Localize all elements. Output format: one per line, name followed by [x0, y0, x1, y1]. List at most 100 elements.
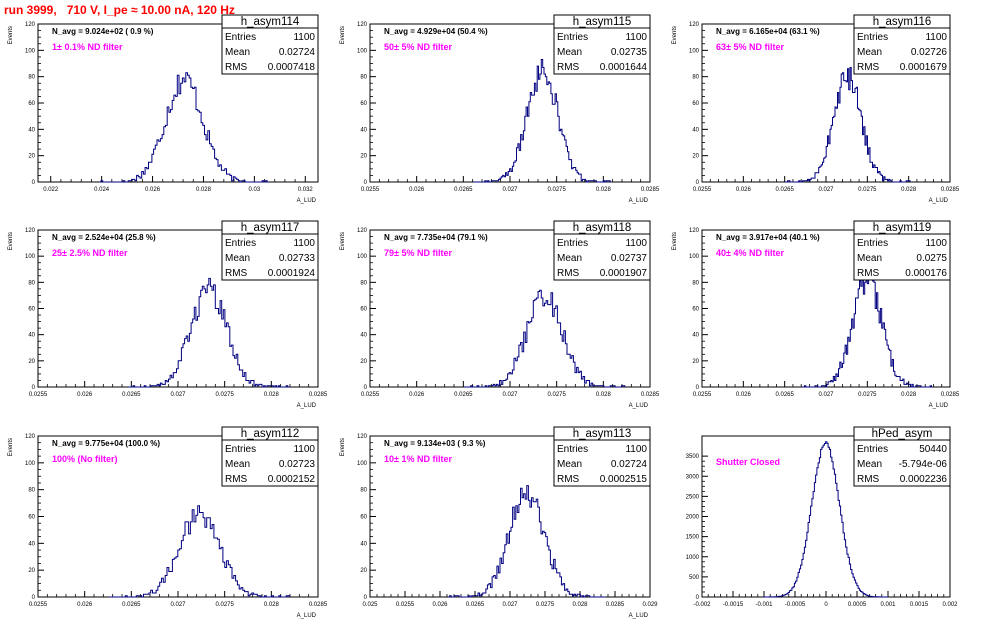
- stat-value-rms: 0.000176: [905, 268, 947, 279]
- x-tick-label: 0.028: [196, 187, 212, 193]
- y-tick-label: 60: [360, 307, 367, 313]
- x-tick-label: 0.0285: [309, 392, 328, 398]
- stats-box: [553, 27, 651, 75]
- histogram-title: h_asym113: [573, 428, 632, 440]
- y-tick-label: 100: [25, 48, 36, 54]
- stat-value-mean: 0.02724: [611, 459, 648, 470]
- stat-label-mean: Mean: [557, 459, 582, 470]
- y-tick-label: 100: [357, 48, 368, 54]
- stat-value-rms: 0.0001644: [600, 62, 648, 73]
- navg-label: N_avg = 9.134e+03 ( 9.3 %): [384, 439, 486, 448]
- y-tick-label: 100: [357, 461, 368, 467]
- histogram-title: h_asym114: [241, 16, 300, 28]
- stat-label-entries: Entries: [225, 32, 256, 43]
- y-tick-label: 0: [696, 595, 700, 601]
- y-tick-label: 80: [360, 280, 367, 286]
- navg-label: N_avg = 3.917e+04 (40.1 %): [716, 233, 820, 242]
- x-tick-label: 0.027: [170, 602, 186, 608]
- x-tick-label: 0.0255: [361, 392, 380, 398]
- y-tick-label: 40: [360, 127, 367, 133]
- stat-value-entries: 1100: [293, 238, 315, 249]
- y-tick-label: 100: [689, 48, 700, 54]
- y-axis-title: Events: [8, 26, 14, 44]
- stat-label-entries: Entries: [857, 444, 888, 455]
- filter-label: Shutter Closed: [716, 457, 780, 467]
- x-tick-label: 0.0005: [848, 602, 867, 608]
- x-tick-label: 0.028: [596, 392, 612, 398]
- x-tick-label: 0.0275: [547, 392, 566, 398]
- stat-label-rms: RMS: [225, 474, 248, 485]
- x-tick-label: -0.002: [693, 602, 711, 608]
- histogram-title: h_asym118: [573, 222, 632, 234]
- y-tick-label: 80: [360, 75, 367, 81]
- y-tick-label: 0: [32, 385, 36, 391]
- histogram-panel-h_asym119: 0 20 40 60 80 100 120 0.0255 0.026 0.0265 0.027 0.0…: [672, 220, 960, 409]
- histogram-panel-hPed_asym: 0 500 1000 1500 2000 2500 3000 3500 -0.002 -0.001…: [686, 426, 958, 608]
- y-tick-label: 40: [28, 333, 35, 339]
- y-tick-label: 0: [32, 595, 36, 601]
- stat-label-entries: Entries: [225, 444, 256, 455]
- y-tick-label: 3500: [686, 454, 700, 460]
- stat-value-mean: 0.02726: [911, 47, 948, 58]
- x-axis-title: A_LUD: [629, 198, 649, 204]
- x-axis-title: A_LUD: [929, 198, 949, 204]
- y-tick-label: 60: [360, 515, 367, 521]
- filter-label: 79± 5% ND filter: [384, 248, 452, 258]
- stats-box: [853, 439, 951, 487]
- stat-value-entries: 1100: [625, 238, 647, 249]
- y-tick-label: 100: [357, 254, 368, 260]
- y-tick-label: 120: [25, 228, 36, 234]
- stat-value-mean: 0.02723: [279, 459, 316, 470]
- x-tick-label: 0.029: [642, 602, 658, 608]
- stat-label-rms: RMS: [557, 268, 580, 279]
- y-tick-label: 0: [364, 595, 368, 601]
- x-tick-label: 0.0285: [606, 602, 625, 608]
- filter-label: 1± 0.1% ND filter: [52, 42, 123, 52]
- x-tick-label: 0.024: [94, 187, 110, 193]
- y-tick-label: 40: [28, 541, 35, 547]
- y-axis-title: Events: [340, 438, 346, 456]
- x-tick-label: 0.026: [736, 392, 752, 398]
- x-tick-label: 0.0285: [641, 392, 660, 398]
- stat-label-mean: Mean: [557, 47, 582, 58]
- y-tick-label: 60: [28, 307, 35, 313]
- x-tick-label: 0.027: [502, 602, 518, 608]
- stat-label-rms: RMS: [557, 474, 580, 485]
- x-axis-title: A_LUD: [929, 403, 949, 409]
- y-tick-label: 120: [25, 434, 36, 440]
- y-tick-label: 0: [696, 385, 700, 391]
- y-axis-title: Events: [672, 232, 678, 250]
- x-tick-label: -0.0015: [723, 602, 744, 608]
- stat-label-entries: Entries: [557, 238, 588, 249]
- x-tick-label: 0.0255: [396, 602, 415, 608]
- y-tick-label: 60: [692, 101, 699, 107]
- filter-label: 50± 5% ND filter: [384, 42, 452, 52]
- histogram-line: [128, 277, 290, 388]
- stat-value-mean: 0.02737: [611, 253, 648, 264]
- stat-value-mean: 0.02733: [279, 253, 316, 264]
- x-tick-label: 0.0275: [215, 392, 234, 398]
- x-tick-label: 0.026: [736, 187, 752, 193]
- x-tick-label: 0.0275: [547, 187, 566, 193]
- y-tick-label: 1000: [686, 555, 700, 561]
- stat-value-rms: 0.0002236: [900, 474, 948, 485]
- stat-value-entries: 1100: [925, 32, 947, 43]
- x-tick-label: 0.0265: [775, 187, 794, 193]
- y-tick-label: 2000: [686, 515, 700, 521]
- y-tick-label: 40: [692, 127, 699, 133]
- y-tick-label: 0: [32, 180, 36, 186]
- stat-label-mean: Mean: [857, 253, 882, 264]
- x-tick-label: 0.027: [818, 392, 834, 398]
- histogram-panel-h_asym117: 0 20 40 60 80 100 120 0.0255 0.026 0.0265 0.027 0.0…: [8, 220, 328, 409]
- y-tick-label: 20: [28, 568, 35, 574]
- y-tick-label: 80: [28, 75, 35, 81]
- y-axis-title: Events: [8, 438, 14, 456]
- x-tick-label: 0.0275: [215, 602, 234, 608]
- y-tick-label: 60: [360, 101, 367, 107]
- y-tick-label: 80: [360, 488, 367, 494]
- x-tick-label: 0.022: [43, 187, 59, 193]
- y-tick-label: 40: [28, 127, 35, 133]
- x-tick-label: 0.0255: [361, 187, 380, 193]
- y-tick-label: 80: [28, 280, 35, 286]
- filter-label: 63± 5% ND filter: [716, 42, 784, 52]
